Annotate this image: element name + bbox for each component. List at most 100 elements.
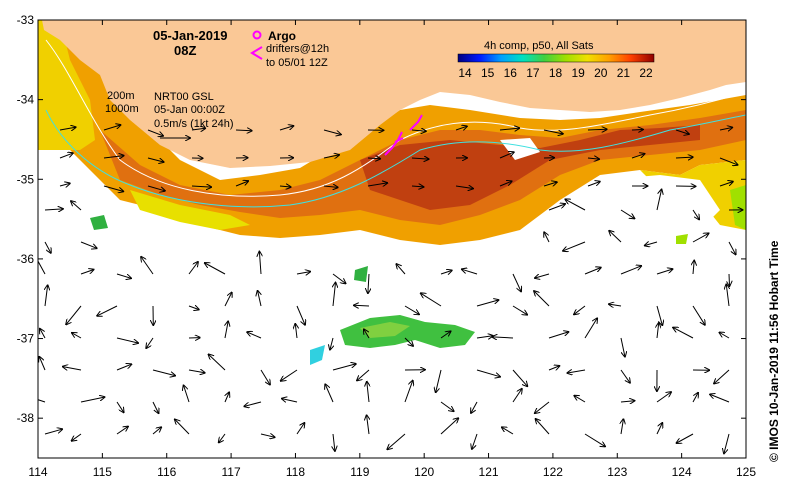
- current-arrow: [729, 273, 730, 286]
- current-arrow: [59, 183, 70, 186]
- y-tick-label: -34: [17, 93, 35, 107]
- current-arrow: [404, 381, 413, 403]
- product-line-2: 05-Jan 00:00Z: [154, 104, 225, 116]
- current-arrow: [44, 209, 63, 210]
- current-arrow: [396, 264, 406, 275]
- current-arrow: [205, 263, 226, 275]
- colorbar-tick-label: 18: [549, 66, 563, 80]
- current-arrow: [38, 399, 46, 403]
- current-arrow: [354, 305, 370, 306]
- current-arrow: [219, 433, 226, 442]
- colorbar-tick-label: 21: [617, 66, 631, 80]
- current-arrow: [147, 129, 163, 136]
- current-arrow: [692, 233, 709, 243]
- x-axis: 114 115 116 117 118 119 120 121 122 123 124 125: [28, 20, 756, 479]
- current-arrow: [609, 231, 622, 243]
- current-arrow: [548, 366, 559, 370]
- colorbar: 4h comp, p50, All Sats 14 15 16 17 18 19 20 21 2…: [457, 40, 655, 80]
- current-arrow: [719, 182, 733, 187]
- colorbar-ramp: [457, 53, 655, 63]
- current-arrow: [692, 305, 705, 325]
- current-arrow: [325, 384, 334, 403]
- current-arrow: [584, 318, 597, 339]
- current-arrow: [471, 401, 478, 413]
- map-date: 05-Jan-2019: [153, 28, 227, 43]
- current-arrow: [656, 269, 672, 275]
- current-arrow: [188, 370, 205, 373]
- current-arrow: [116, 427, 128, 435]
- current-arrow: [714, 369, 730, 384]
- current-arrow: [512, 305, 527, 315]
- current-arrow: [147, 157, 164, 162]
- current-arrow: [677, 433, 694, 443]
- current-arrow: [574, 305, 586, 314]
- current-arrow: [367, 183, 387, 186]
- drifter-track: [394, 137, 404, 143]
- sst-cloud-gap-2: [500, 138, 540, 160]
- current-arrow: [621, 419, 623, 435]
- current-arrow: [548, 204, 565, 211]
- current-arrow: [116, 337, 138, 343]
- current-arrow: [692, 393, 698, 403]
- current-arrow: [512, 369, 527, 386]
- current-arrow: [673, 328, 694, 339]
- current-arrow: [502, 427, 514, 435]
- current-arrow: [568, 370, 586, 373]
- sst-patch-small-a: [90, 215, 108, 230]
- current-arrow: [411, 158, 429, 159]
- current-arrow: [476, 336, 493, 338]
- current-arrow: [103, 125, 120, 131]
- current-arrow: [440, 271, 452, 275]
- current-arrow: [499, 128, 519, 130]
- current-vectors: [38, 125, 743, 453]
- current-arrow: [476, 300, 498, 307]
- current-arrow: [720, 333, 730, 339]
- current-arrow: [152, 401, 159, 413]
- current-arrow: [191, 128, 205, 130]
- current-arrow: [492, 337, 514, 338]
- current-arrow: [225, 393, 229, 403]
- colorbar-tick-label: 22: [639, 66, 653, 80]
- current-arrow: [80, 241, 97, 248]
- current-arrow: [141, 257, 154, 275]
- current-arrow: [440, 401, 454, 411]
- y-tick-label: -37: [17, 332, 35, 346]
- sst-patch-core: [360, 322, 410, 338]
- sst-patch-main: [340, 315, 475, 348]
- current-arrow: [72, 333, 82, 339]
- current-arrow: [39, 357, 46, 371]
- current-arrow: [656, 423, 662, 435]
- current-arrow: [63, 367, 82, 371]
- current-arrow: [247, 332, 262, 339]
- y-axis: -33 -34 -35 -36 -37 -38: [17, 13, 746, 425]
- current-arrow: [675, 157, 693, 158]
- current-arrow: [116, 364, 131, 371]
- current-arrow: [609, 304, 622, 306]
- current-arrow: [97, 305, 118, 316]
- drifter-label-2: to 05/01 12Z: [266, 57, 328, 69]
- drifter-label-1: drifters@12h: [266, 43, 329, 55]
- current-arrow: [80, 397, 104, 403]
- current-arrow: [692, 209, 699, 219]
- current-arrow: [548, 332, 568, 339]
- map-time: 08Z: [174, 43, 196, 58]
- colorbar-tick-label: 14: [458, 66, 472, 80]
- current-arrow: [368, 273, 369, 293]
- current-arrow: [436, 369, 442, 392]
- current-arrow: [543, 182, 557, 187]
- drifter-marker-icon: [250, 46, 263, 60]
- x-tick-label: 125: [736, 465, 756, 479]
- colorbar-tick-label: 20: [594, 66, 608, 80]
- current-arrow: [333, 433, 335, 451]
- current-arrow: [330, 337, 333, 350]
- current-arrow: [279, 126, 293, 131]
- current-arrow: [440, 331, 451, 339]
- current-arrow: [620, 401, 634, 402]
- current-arrow: [260, 369, 270, 385]
- current-arrow: [535, 401, 550, 413]
- x-tick-label: 118: [286, 465, 305, 479]
- sst-patch-small-c: [676, 234, 688, 244]
- current-arrow: [188, 306, 199, 310]
- x-tick-label: 116: [157, 465, 176, 479]
- x-tick-label: 119: [350, 465, 369, 479]
